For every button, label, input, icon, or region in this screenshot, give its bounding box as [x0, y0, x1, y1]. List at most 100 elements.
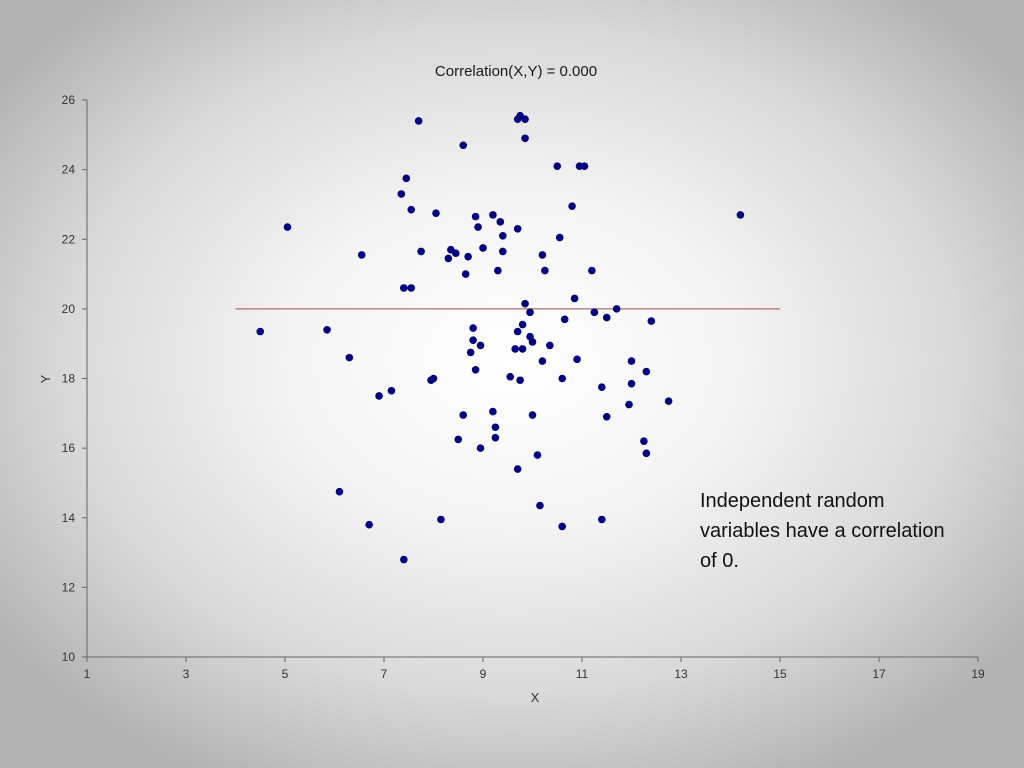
data-point [283, 223, 292, 231]
y-tick-label: 10 [62, 650, 76, 664]
data-point [402, 174, 411, 183]
data-point [479, 244, 487, 252]
data-point [558, 522, 566, 531]
y-tick-label: 18 [62, 372, 76, 386]
data-point [345, 353, 354, 362]
data-point [471, 212, 480, 221]
data-point [414, 117, 423, 125]
x-tick-label: 15 [773, 667, 787, 681]
data-point [513, 465, 522, 473]
data-point [521, 134, 529, 143]
data-point [499, 247, 507, 256]
y-tick-label: 24 [62, 163, 76, 177]
y-tick-label: 12 [62, 580, 76, 594]
data-point [513, 327, 522, 336]
data-point [627, 357, 636, 365]
data-point [588, 266, 596, 275]
data-point [459, 141, 468, 150]
data-point [417, 247, 425, 256]
data-point [489, 407, 497, 416]
data-point [521, 299, 529, 308]
chart-title: Correlation(X,Y) = 0.000 [435, 63, 597, 80]
data-point [736, 211, 745, 219]
x-tick-label: 11 [576, 667, 589, 681]
data-point [647, 317, 656, 325]
data-point [553, 162, 562, 170]
data-point [407, 284, 416, 292]
x-tick-label: 9 [480, 667, 487, 681]
data-point [506, 372, 515, 381]
y-axis-label: Y [38, 374, 53, 383]
data-point [397, 190, 406, 198]
data-point [400, 284, 408, 292]
data-point [602, 313, 611, 322]
data-point [598, 515, 606, 524]
data-point [526, 308, 534, 317]
data-point [558, 374, 566, 383]
data-point [461, 270, 470, 278]
data-point [335, 487, 344, 496]
data-point [407, 205, 416, 214]
data-point [476, 341, 485, 350]
data-point [573, 355, 581, 364]
data-point [474, 223, 482, 231]
data-point [489, 211, 497, 219]
data-point [580, 162, 589, 170]
data-point [536, 501, 544, 510]
data-point [640, 437, 648, 445]
data-point [555, 233, 564, 242]
data-point [625, 400, 633, 409]
data-point [387, 386, 396, 395]
x-tick-label: 7 [381, 667, 388, 681]
x-tick-label: 1 [84, 667, 91, 681]
data-point [570, 294, 579, 303]
data-point [521, 115, 529, 123]
data-point [513, 115, 522, 123]
data-point [642, 367, 651, 376]
data-point [494, 266, 502, 275]
data-point [560, 315, 569, 324]
data-point [568, 202, 576, 210]
data-point [469, 324, 477, 332]
data-point [590, 308, 599, 317]
data-point [538, 251, 547, 259]
data-point [513, 225, 522, 233]
y-tick-label: 14 [62, 511, 76, 525]
data-point [518, 345, 527, 353]
data-point [496, 218, 505, 226]
data-point [627, 379, 636, 388]
data-point [432, 209, 440, 217]
data-point [444, 254, 453, 263]
data-point [400, 555, 408, 564]
data-point [528, 411, 537, 419]
caption-text: Independent random variables have a corr… [700, 490, 945, 572]
x-tick-label: 5 [282, 667, 289, 681]
x-axis-label: X [531, 690, 540, 705]
data-point [541, 266, 549, 275]
data-point [491, 433, 500, 442]
data-point [469, 336, 477, 345]
y-tick-label: 26 [62, 93, 76, 107]
y-tick-label: 22 [62, 232, 76, 246]
data-point [365, 520, 373, 529]
data-point [511, 345, 519, 353]
data-point [323, 325, 331, 334]
x-tick-label: 13 [674, 667, 688, 681]
data-point [464, 252, 472, 261]
data-point [533, 451, 542, 459]
data-point [357, 251, 366, 259]
data-point [476, 444, 485, 452]
data-point [612, 305, 621, 313]
data-point [538, 357, 547, 365]
data-point [459, 411, 468, 419]
data-point [602, 412, 611, 421]
data-point [375, 392, 383, 400]
data-point [454, 435, 463, 444]
data-point [518, 320, 527, 329]
x-tick-label: 19 [971, 667, 985, 681]
data-point [664, 397, 673, 405]
data-point [451, 249, 460, 257]
y-tick-label: 20 [62, 302, 76, 316]
